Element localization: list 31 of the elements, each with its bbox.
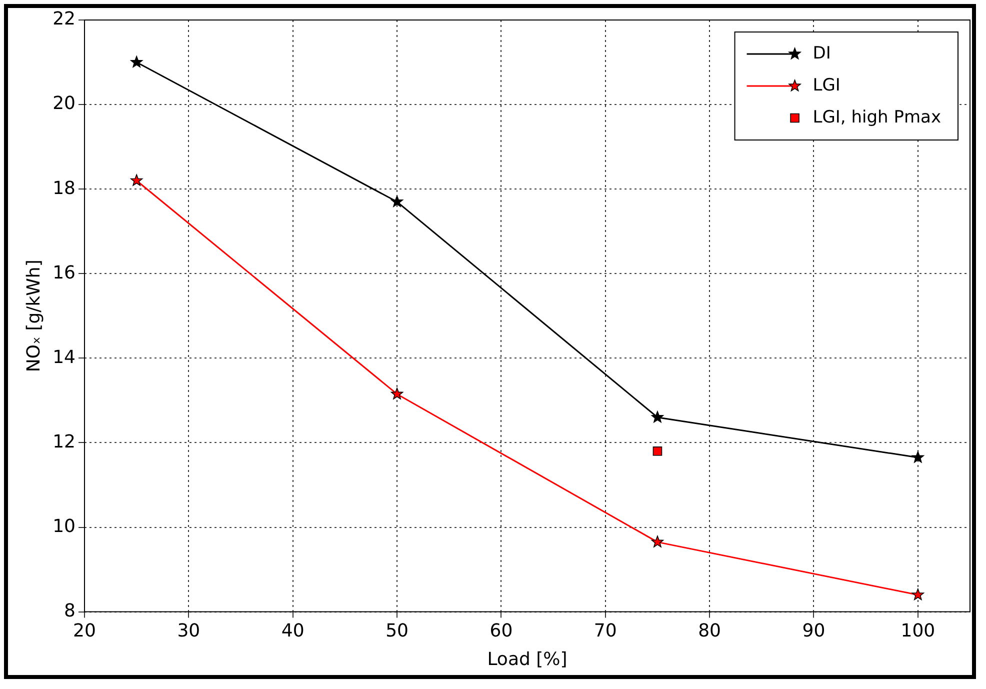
x-tick-label: 60 (490, 620, 513, 642)
x-tick-label: 100 (900, 620, 936, 642)
point (390, 388, 404, 400)
x-axis-title: Load [%] (487, 648, 568, 670)
x-tick-label: 30 (177, 620, 200, 642)
y-axis-title: NOₓ [g/kWh] (23, 260, 44, 372)
y-tick-label: 12 (52, 431, 76, 452)
y-tick-label: 20 (52, 93, 76, 114)
point (130, 56, 143, 68)
point (652, 446, 662, 456)
x-tick-label: 90 (802, 620, 826, 642)
point (390, 195, 404, 208)
x-tick-label: 40 (281, 620, 304, 642)
y-tick-label: 14 (52, 346, 76, 368)
legend-label: LGI (812, 75, 840, 96)
x-tick-label: 80 (698, 620, 722, 642)
point (912, 588, 924, 600)
y-tick-label: 18 (52, 178, 76, 199)
y-tick-label: 8 (64, 600, 76, 622)
x-tick-label: 20 (73, 620, 96, 642)
point (651, 410, 664, 423)
y-tick-label: 22 (52, 8, 76, 30)
point (651, 536, 664, 548)
x-tick-label: 50 (386, 620, 408, 642)
x-tick-label: 70 (594, 620, 617, 642)
y-tick-label: 16 (52, 262, 76, 284)
y-tick-label: 10 (52, 516, 76, 537)
legend-label: LGI, high Pmax (812, 107, 942, 128)
point (912, 451, 924, 463)
point (130, 174, 143, 186)
legend-label: DI (812, 43, 831, 64)
